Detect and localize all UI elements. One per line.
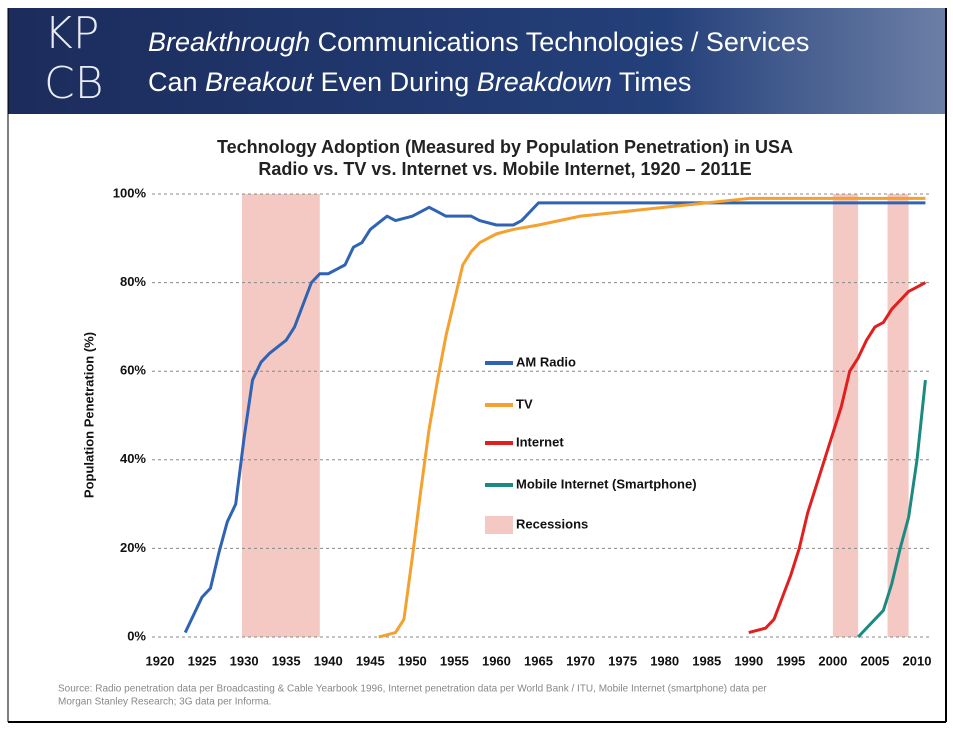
chart-title: Radio vs. TV vs. Internet vs. Mobile Int… bbox=[258, 159, 751, 179]
title-segment: Breakout bbox=[205, 67, 315, 97]
title-segment: Even During bbox=[321, 67, 470, 97]
title-segment: Breakthrough bbox=[148, 27, 310, 57]
logo-text: CB bbox=[44, 58, 104, 109]
x-tick-label: 1950 bbox=[398, 653, 427, 668]
x-tick-label: 1965 bbox=[524, 653, 553, 668]
x-tick-label: 1940 bbox=[314, 653, 343, 668]
y-axis-label: Population Penetration (%) bbox=[81, 332, 96, 498]
title-segment: Breakdown bbox=[477, 67, 612, 97]
y-tick-label: 100% bbox=[113, 185, 147, 200]
x-tick-label: 2000 bbox=[818, 653, 847, 668]
title-segment: Can bbox=[148, 67, 198, 97]
x-tick-label: 1945 bbox=[356, 653, 385, 668]
x-tick-label: 1925 bbox=[188, 653, 217, 668]
source-note: Morgan Stanley Research; 3G data per Inf… bbox=[58, 697, 271, 708]
recession-band bbox=[888, 194, 909, 637]
chart-title: Technology Adoption (Measured by Populat… bbox=[217, 137, 793, 157]
logo-text: KP bbox=[44, 8, 99, 59]
y-tick-label: 0% bbox=[127, 628, 146, 643]
header-band bbox=[8, 8, 946, 114]
x-tick-label: 1935 bbox=[272, 653, 301, 668]
legend-swatch bbox=[485, 516, 513, 534]
source-note: Source: Radio penetration data per Broad… bbox=[58, 684, 767, 695]
title-segment: Communications Technologies / Services bbox=[318, 27, 810, 57]
legend-label: Mobile Internet (Smartphone) bbox=[516, 476, 697, 491]
slide: KP CB Breakthrough Communications Techno… bbox=[0, 0, 953, 731]
x-tick-label: 1980 bbox=[650, 653, 679, 668]
title-segment: Times bbox=[619, 67, 692, 97]
legend-label: Internet bbox=[516, 434, 564, 449]
recession-band bbox=[833, 194, 858, 637]
x-tick-label: 1990 bbox=[734, 653, 763, 668]
header-title: Breakthrough Communications Technologies… bbox=[148, 27, 809, 57]
legend-label: AM Radio bbox=[516, 354, 576, 369]
x-tick-label: 2005 bbox=[860, 653, 889, 668]
x-tick-label: 1920 bbox=[146, 653, 175, 668]
x-tick-label: 2010 bbox=[903, 653, 932, 668]
x-tick-label: 1930 bbox=[230, 653, 259, 668]
legend-label: TV bbox=[516, 396, 533, 411]
x-tick-label: 1955 bbox=[440, 653, 469, 668]
legend-label: Recessions bbox=[516, 516, 588, 531]
y-tick-label: 20% bbox=[120, 540, 146, 555]
x-tick-label: 1985 bbox=[692, 653, 721, 668]
y-tick-label: 60% bbox=[120, 363, 146, 378]
x-tick-label: 1975 bbox=[608, 653, 637, 668]
x-tick-label: 1995 bbox=[776, 653, 805, 668]
recession-band bbox=[242, 194, 320, 637]
x-tick-label: 1970 bbox=[566, 653, 595, 668]
y-tick-label: 80% bbox=[120, 274, 146, 289]
x-tick-label: 1960 bbox=[482, 653, 511, 668]
y-tick-label: 40% bbox=[120, 451, 146, 466]
header-title: Can Breakout Even During Breakdown Times bbox=[148, 67, 691, 97]
